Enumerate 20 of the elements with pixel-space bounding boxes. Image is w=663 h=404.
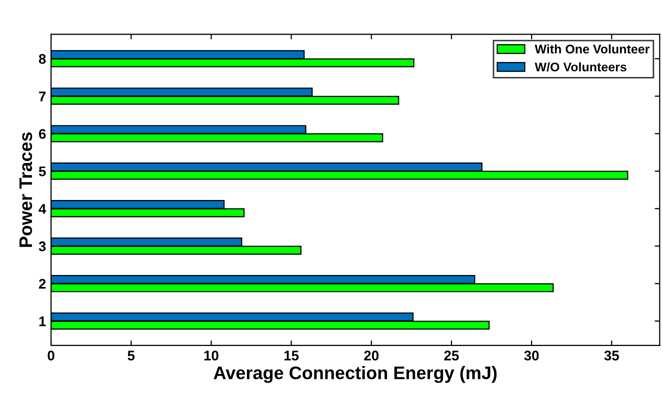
legend-label: With One Volunteer bbox=[534, 44, 650, 54]
y-axis-title: Power Traces bbox=[20, 132, 32, 247]
y-tick-label: 2 bbox=[38, 278, 46, 289]
x-tick-label: 35 bbox=[604, 350, 619, 360]
x-tick-label: 0 bbox=[48, 350, 54, 360]
x-tick-label: 15 bbox=[284, 350, 299, 360]
y-tick-label: 1 bbox=[39, 316, 46, 326]
x-tick-label: 10 bbox=[204, 350, 218, 360]
y-tick-label: 3 bbox=[38, 241, 46, 252]
y-tick-label: 8 bbox=[38, 54, 46, 64]
y-tick-label: 6 bbox=[38, 128, 46, 139]
x-tick-label: 20 bbox=[364, 350, 379, 360]
x-tick-label: 30 bbox=[524, 350, 539, 360]
x-tick-label: 25 bbox=[444, 350, 459, 360]
legend-label: W/O Volunteers bbox=[534, 62, 626, 72]
x-axis-title: Average Connection Energy (mJ) bbox=[214, 366, 497, 383]
y-tick-label: 4 bbox=[38, 204, 46, 214]
x-tick-label: 5 bbox=[128, 350, 135, 360]
y-tick-label: 7 bbox=[39, 92, 46, 102]
y-tick-label: 5 bbox=[38, 166, 46, 176]
